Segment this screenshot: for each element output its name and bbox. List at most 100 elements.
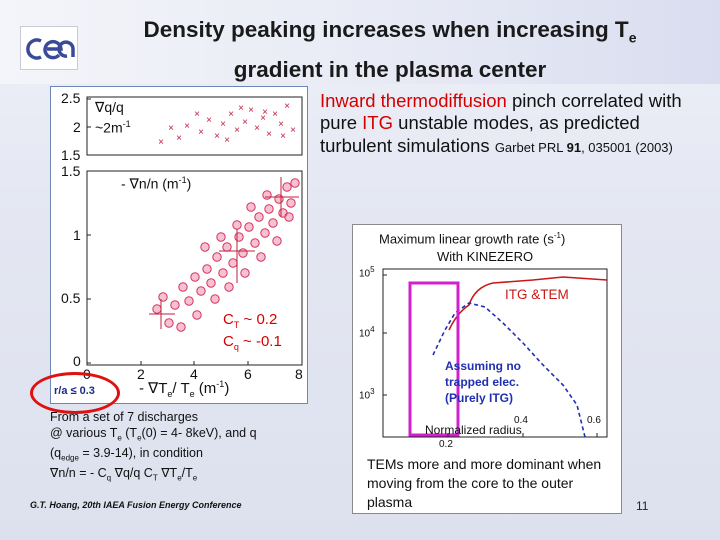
ytick-1e5: 105: [359, 265, 375, 279]
cond-line2d: e: [137, 433, 142, 442]
top-scatter-marker: ×: [206, 115, 212, 126]
cq-annotation: Cq ~ -0.1: [223, 333, 282, 352]
top-scatter-marker: ×: [214, 131, 220, 142]
top-ytick-2-5: 2.5: [61, 90, 81, 106]
main-scatter-marker: [164, 318, 174, 328]
main-scatter-marker: [206, 278, 216, 288]
main-scatter-marker: [260, 228, 270, 238]
main-scatter-marker: [218, 268, 228, 278]
cond-line4d: T: [152, 473, 158, 482]
title-line1: Density peaking increases when increasin…: [143, 17, 629, 42]
statement-ref: Garbet PRL: [494, 139, 567, 155]
top-ytick-1-5: 1.5: [61, 147, 81, 163]
cond-line4f: e: [177, 473, 182, 482]
title-line2: gradient in the plasma center: [233, 56, 547, 82]
main-scatter-marker: [178, 282, 188, 292]
ytick-0-5: 0.5: [61, 290, 81, 306]
top-scatter-marker: ×: [284, 101, 290, 112]
top-scatter-marker: ×: [198, 127, 204, 138]
xlabel-sup: -1: [216, 379, 225, 389]
growth-axis-ticks: [383, 274, 598, 437]
top-scatter-marker: ×: [260, 113, 266, 124]
growth-title2: With KINEZERO: [437, 249, 534, 264]
cond-line3: (qedge = 3.9-14), in condition: [50, 446, 350, 466]
top-panel-markers: × ××××××××××××××××××××× ××: [158, 101, 296, 148]
growth-rate-svg: [382, 268, 608, 438]
xtick-4: 4: [190, 366, 198, 382]
growth-rate-figure: Maximum linear growth rate (s-1) With KI…: [352, 224, 622, 514]
main-scatter-marker: [158, 292, 168, 302]
top-scatter-marker: ×: [248, 105, 254, 116]
cond-line2c: (T: [121, 425, 138, 440]
main-scatter-marker: [244, 222, 254, 232]
top-scatter-marker: ×: [254, 123, 260, 134]
ytick-1-5: 1.5: [61, 163, 81, 179]
main-scatter-marker: [268, 218, 278, 228]
cond-line4b: q: [106, 473, 112, 482]
main-scatter-marker: [232, 220, 242, 230]
ytick-0: 0: [73, 353, 81, 369]
cq-label: C: [223, 333, 234, 350]
top-scatter-marker: ×: [262, 107, 268, 118]
grad-q-label: ∇q/q: [95, 99, 124, 115]
title-line1-sub: e: [628, 29, 637, 46]
top-scatter-marker: ×: [176, 133, 182, 144]
ytick-1e4-base: 10: [359, 328, 371, 340]
main-scatter-marker: [196, 286, 206, 296]
top-scatter-marker: ×: [238, 103, 244, 114]
main-scatter-marker: [176, 322, 186, 332]
main-ylabel-text: - ∇n/n (m: [121, 175, 179, 192]
top-scatter-marker: ×: [228, 109, 234, 120]
main-scatter-marker: [190, 272, 200, 282]
top-ytick-2: 2: [73, 119, 81, 135]
main-scatter-marker: [264, 204, 274, 214]
error-bars: [149, 177, 299, 329]
top-scatter-marker: ×: [290, 125, 296, 136]
cond-line4g: /T: [181, 465, 193, 480]
top-scatter-marker: ×: [278, 119, 284, 130]
highlight-oval: [30, 372, 120, 414]
cond-line2b: e: [117, 433, 122, 442]
ytick-1e5-sup: 5: [370, 265, 375, 274]
cond-line3a: (q: [50, 445, 62, 460]
main-scatter-marker: [284, 212, 294, 222]
growth-title1-sup: -1: [553, 231, 561, 240]
main-scatter-marker: [262, 190, 272, 200]
top-scatter-marker: ×: [272, 109, 278, 120]
growth-title1-end: ): [560, 231, 566, 247]
cond-line3b: edge: [61, 453, 79, 462]
cond-line4a: ∇n/n = - C: [50, 465, 107, 480]
assume-line2: trapped elec.: [445, 375, 520, 389]
ct-label: C: [223, 311, 234, 328]
xtick-2: 2: [137, 366, 145, 382]
ytick-1e3-sup: 3: [370, 387, 375, 396]
ct-value: ~ 0.2: [239, 311, 278, 328]
main-scatter-marker: [246, 202, 256, 212]
grad-q-value: ~2m: [95, 119, 123, 136]
cond-line2e: (0) = 4- 8keV), and q: [141, 425, 257, 440]
main-scatter-marker: [240, 268, 250, 278]
top-scatter-marker: ×: [194, 109, 200, 120]
main-scatter-marker: [290, 178, 300, 188]
main-scatter-marker: [238, 248, 248, 258]
main-scatter-marker: [274, 194, 284, 204]
ytick-1e4: 104: [359, 325, 375, 339]
ytick-1e3-base: 10: [359, 390, 371, 402]
top-panel-label2: ~2m-1: [95, 119, 131, 136]
top-panel-label: ∇q/q: [95, 99, 124, 116]
top-scatter-marker: ×: [234, 125, 240, 136]
ytick-1e3: 103: [359, 387, 375, 401]
xtick-8: 8: [295, 366, 303, 382]
top-scatter-marker: ×: [168, 123, 174, 134]
ra-condition-label: r/a ≤ 0.3: [54, 385, 95, 397]
xlabel-text: - ∇T: [139, 380, 168, 397]
top-scatter-marker: ×: [220, 119, 226, 130]
xtick-0-2: 0.2: [439, 439, 453, 450]
slide-title: Density peaking increases when increasin…: [90, 14, 690, 85]
axis-ticks: [86, 98, 303, 365]
main-scatter-marker: [272, 236, 282, 246]
ct-annotation: CT ~ 0.2: [223, 311, 277, 330]
title-band: [0, 0, 720, 84]
statement-ref-vol: 91: [566, 139, 582, 155]
main-scatter-marker: [234, 232, 244, 242]
